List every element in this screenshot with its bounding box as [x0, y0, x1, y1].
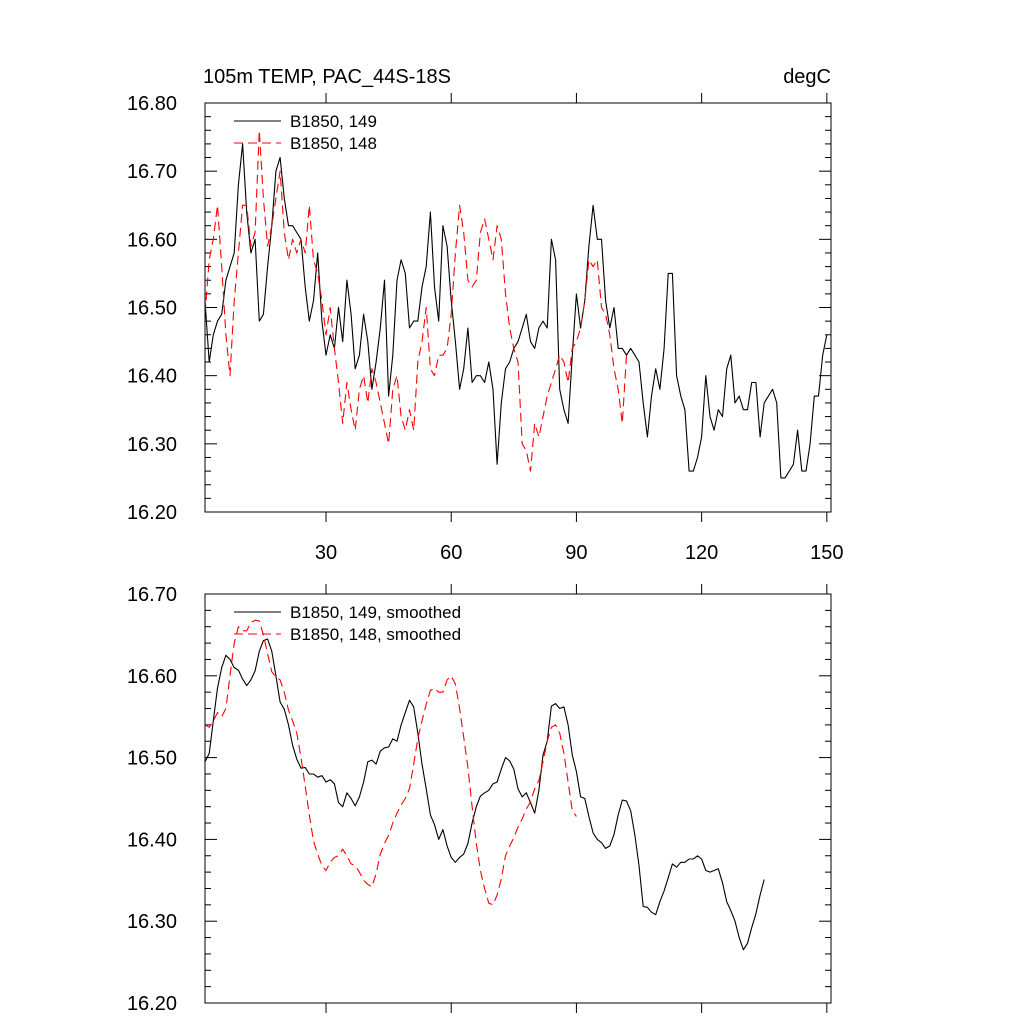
top-panel: 105m TEMP, PAC_44S-18S degC 16.2016.3016…: [127, 66, 844, 564]
bottom-panel-frame: [204, 593, 832, 1004]
y-tick-label: 16.50: [127, 298, 177, 320]
legend-label: B1850, 149: [290, 112, 377, 131]
bottom-panel-series: [204, 619, 765, 951]
y-tick-label: 16.60: [127, 229, 177, 251]
x-tick-label: 120: [685, 542, 718, 564]
bottom-panel-legend: B1850, 149, smoothed B1850, 148, smoothed: [234, 603, 461, 644]
top-panel-units: degC: [783, 66, 831, 88]
series-line-1: [204, 143, 828, 479]
y-tick-label: 16.20: [127, 502, 177, 524]
top-panel-title: 105m TEMP, PAC_44S-18S: [203, 66, 451, 88]
series-line-1: [204, 638, 765, 951]
y-tick-label: 16.80: [127, 93, 177, 115]
y-tick-label: 16.40: [127, 829, 177, 851]
y-tick-label: 16.70: [127, 584, 177, 606]
top-panel-series: [204, 129, 828, 479]
y-tick-label: 16.70: [127, 161, 177, 183]
bottom-panel: 16.20 16.30 16.40 16.50 16.60 16.70 B1850, 14…: [127, 584, 832, 1015]
legend-label: B1850, 148: [290, 134, 377, 153]
y-tick-label: 16.60: [127, 666, 177, 688]
y-tick-label: 16.40: [127, 366, 177, 388]
legend-label: B1850, 149, smoothed: [290, 603, 461, 622]
y-tick-label: 16.20: [127, 993, 177, 1015]
y-tick-label: 16.30: [127, 434, 177, 456]
y-tick-label: 16.50: [127, 748, 177, 770]
series-line-2: [204, 619, 577, 906]
x-tick-label: 30: [315, 542, 337, 564]
x-tick-label: 90: [565, 542, 587, 564]
x-tick-label: 150: [810, 542, 843, 564]
legend-label: B1850, 148, smoothed: [290, 625, 461, 644]
top-panel-ticks: 16.20 16.30 16.40 16.50 16.60 16.70 16.80 30 60 9…: [127, 93, 844, 564]
top-panel-legend: B1850, 149 B1850, 148: [234, 112, 377, 153]
top-panel-frame: [204, 102, 832, 513]
y-tick-label: 16.30: [127, 911, 177, 933]
series-line-2: [204, 129, 628, 472]
x-tick-label: 60: [440, 542, 462, 564]
bottom-panel-ticks: 16.20 16.30 16.40 16.50 16.60 16.70: [127, 584, 831, 1015]
